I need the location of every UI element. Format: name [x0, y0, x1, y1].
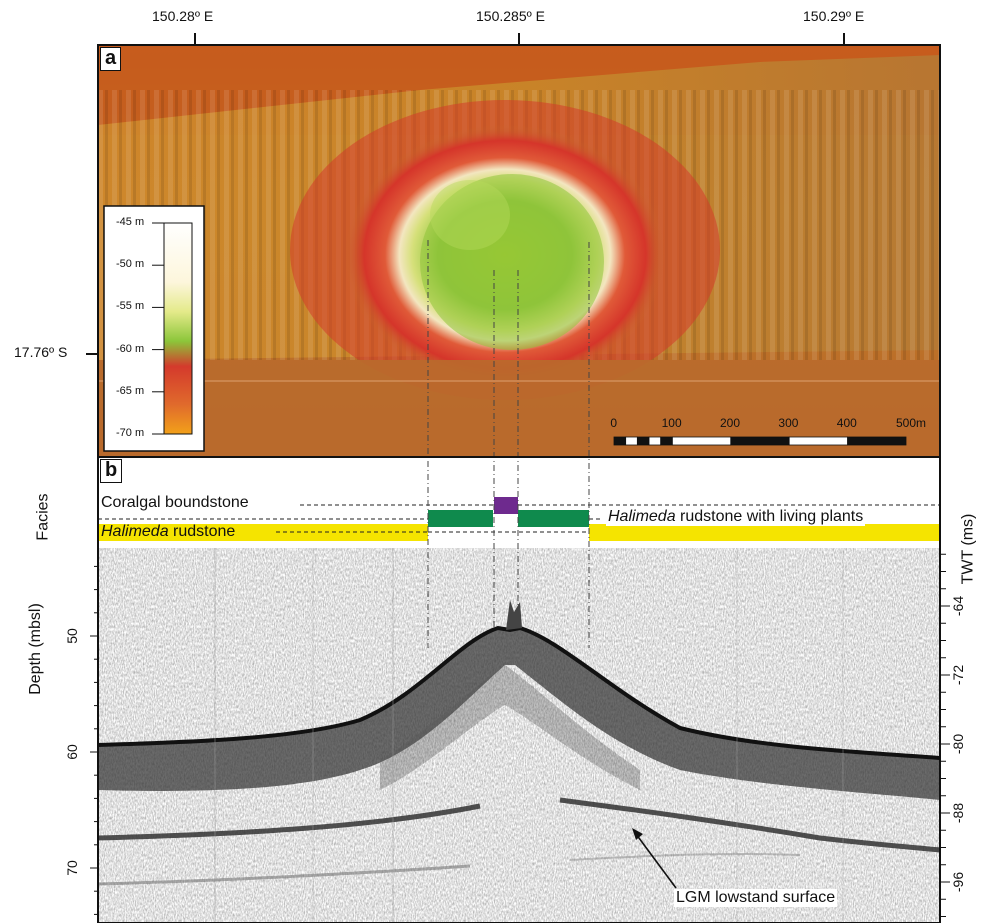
legend-label: -60 m — [116, 342, 145, 355]
depth-tick-label: 70 — [63, 860, 80, 876]
facies-halimeda-living-label: Halimeda rudstone with living plants — [606, 508, 866, 526]
scale-bar — [613, 436, 907, 446]
twt-tick-label: -88 — [950, 802, 967, 824]
legend-label: -50 m — [116, 258, 145, 271]
panel-b-letter: b — [100, 459, 123, 483]
scale-bar-segment — [788, 436, 849, 446]
scale-bar-segment — [847, 436, 907, 446]
scale-bar-label: 200 — [720, 416, 741, 430]
halimeda-living-bar-right — [518, 510, 589, 527]
facies-coralgal-label: Coralgal boundstone — [101, 494, 249, 511]
scale-bar-segment — [730, 436, 790, 446]
twt-axis — [940, 553, 950, 917]
scale-bar-segment — [625, 436, 638, 446]
coralgal-boundstone-bar — [494, 497, 518, 514]
facies-axis-label: Facies — [34, 493, 52, 541]
scale-bar-segment — [648, 436, 662, 446]
lgm-arrow — [632, 828, 677, 889]
twt-tick-label: -64 — [950, 595, 967, 617]
halimeda-rudstone-bar-left — [98, 524, 428, 541]
bathymetry-map — [98, 45, 940, 457]
scale-bar-segment — [613, 436, 627, 446]
scale-bar-label: 400 — [836, 416, 857, 430]
legend-label: -65 m — [116, 384, 145, 397]
lon-label-150-28: 150.28º E — [152, 8, 214, 24]
correlation-lines — [427, 240, 590, 648]
scale-bar-label: 500m — [896, 416, 927, 430]
scale-bar-segment — [660, 436, 673, 446]
twt-tick-label: -80 — [950, 733, 967, 755]
scale-bar-label: 0 — [610, 416, 618, 430]
halimeda-living-bar-left — [428, 510, 493, 527]
depth-axis-label: Depth (mbsl) — [26, 603, 44, 695]
twt-axis-label: TWT (ms) — [959, 513, 977, 585]
scale-bar-segment — [672, 436, 732, 446]
depth-tick-label: 50 — [63, 628, 80, 644]
scale-bar-label: 100 — [661, 416, 682, 430]
depth-axis — [90, 565, 98, 915]
lgm-annotation: LGM lowstand surface — [674, 889, 838, 907]
scale-bar-segment — [636, 436, 650, 446]
halimeda-rudstone-bar-right — [589, 524, 940, 541]
seismic-profile — [98, 457, 940, 923]
facies-halimeda-label: Halimeda rudstone — [101, 523, 236, 540]
twt-tick-label: -96 — [950, 871, 967, 893]
legend-label: -70 m — [116, 427, 145, 439]
legend-label: -45 m — [116, 216, 145, 228]
depth-legend — [103, 205, 205, 452]
lon-label-150-29: 150.29º E — [803, 8, 865, 24]
facies-guides — [98, 504, 940, 533]
legend-label: -55 m — [116, 300, 145, 313]
scale-bar-label: 300 — [778, 416, 799, 430]
lat-label: 17.76º S — [14, 344, 68, 360]
lon-label-150-285: 150.285º E — [476, 8, 545, 24]
depth-tick-label: 60 — [63, 744, 80, 760]
twt-tick-label: -72 — [950, 664, 967, 686]
panel-a-letter: a — [100, 47, 122, 71]
